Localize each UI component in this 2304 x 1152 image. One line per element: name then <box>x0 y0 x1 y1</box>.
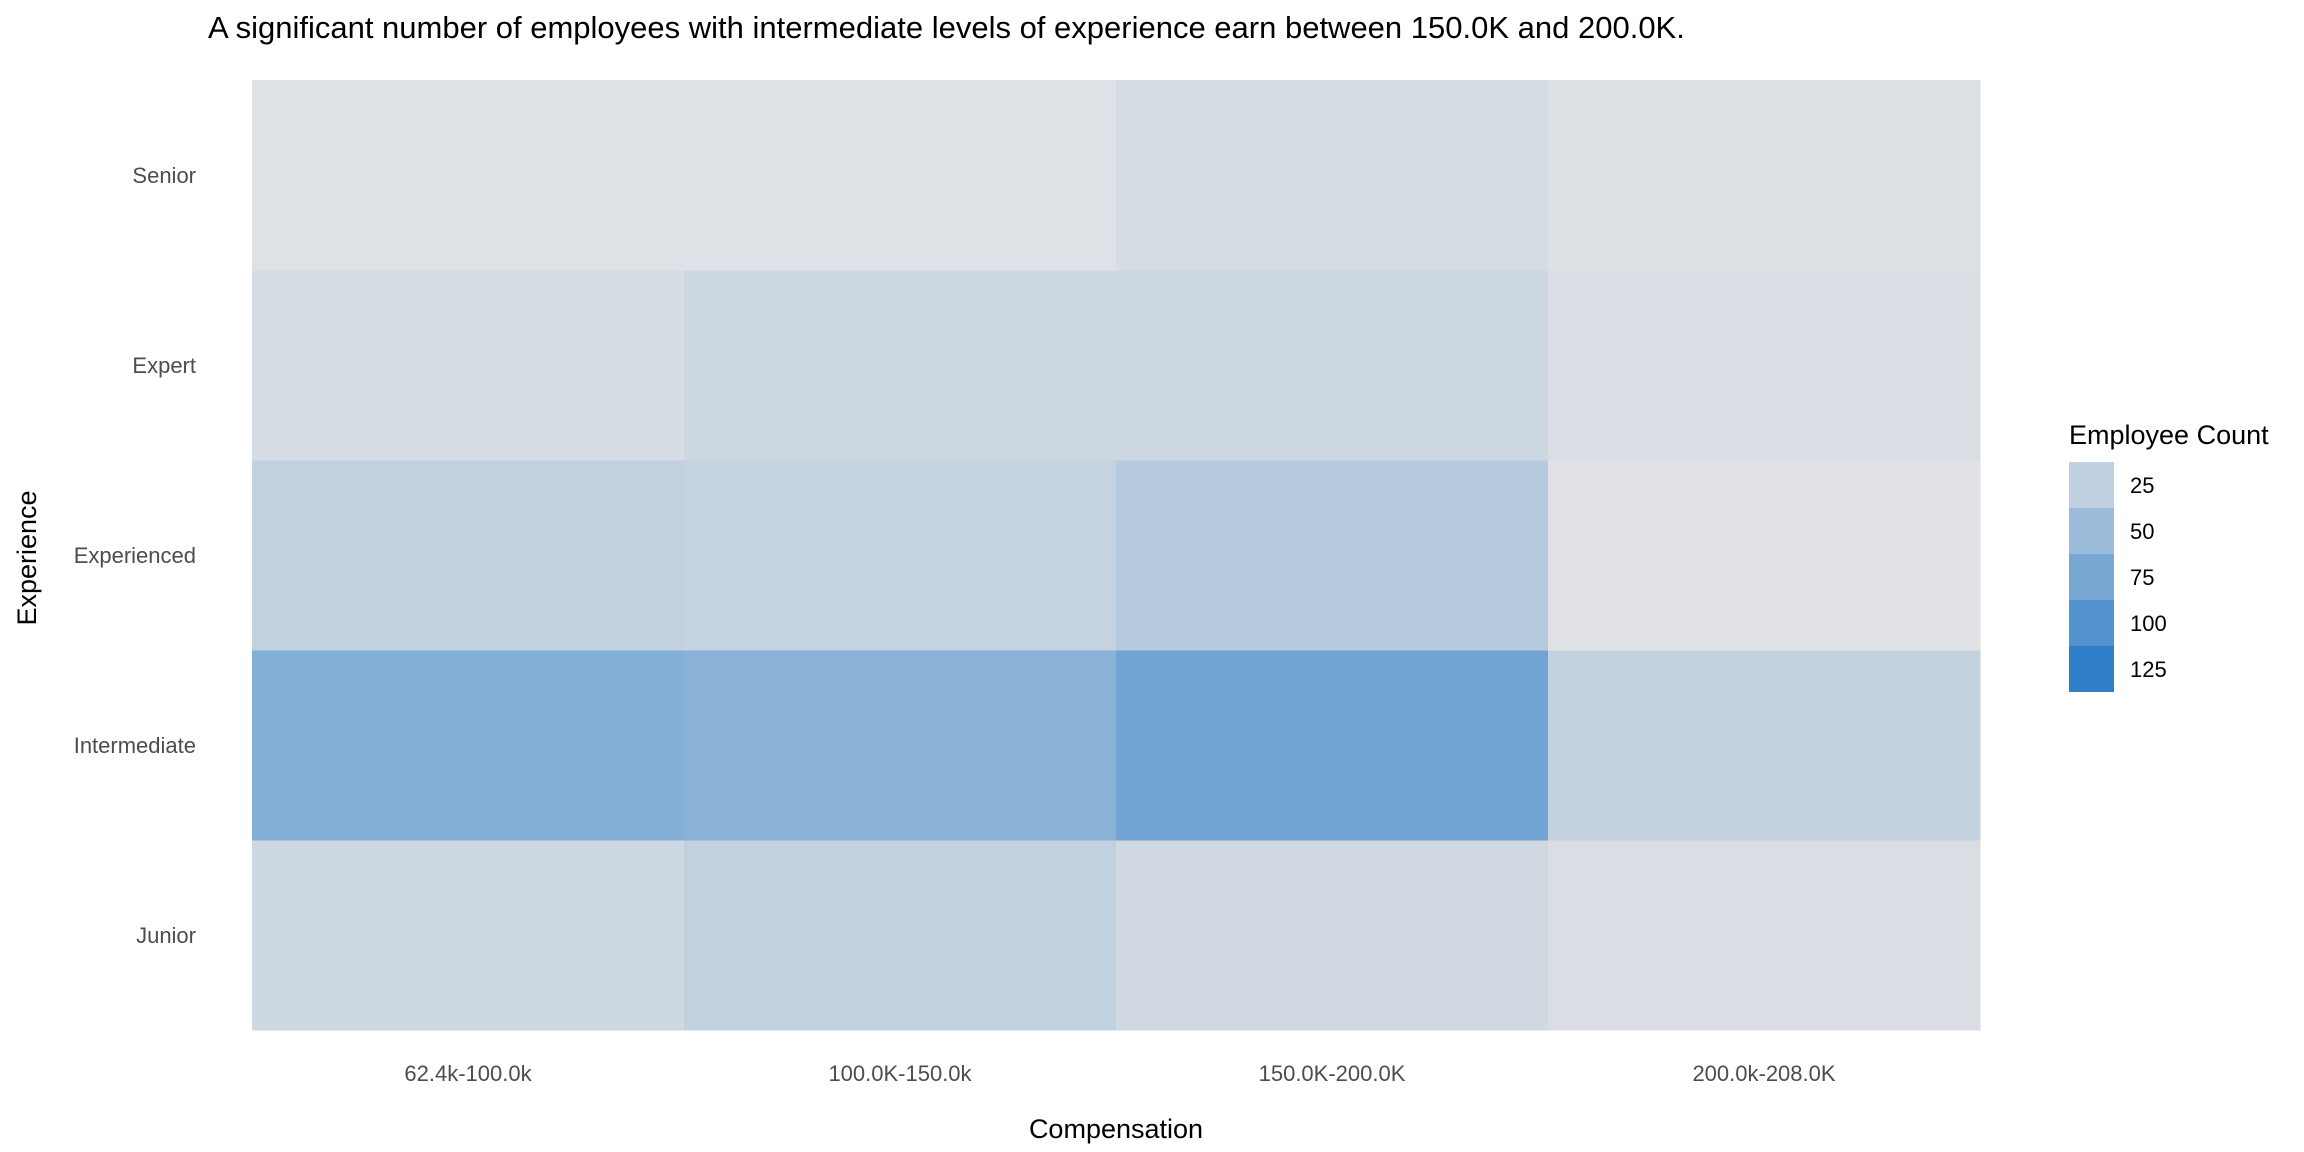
x-tick-label: 150.0K-200.0K <box>1259 1061 1406 1086</box>
heatmap-cells <box>252 80 1981 1031</box>
chart-title: A significant number of employees with i… <box>208 10 1685 45</box>
heatmap-cell <box>684 270 1117 461</box>
legend-swatch <box>2069 554 2114 600</box>
legend-label: 100 <box>2130 611 2167 636</box>
legend-keys: 25 50 75 100 125 <box>2069 462 2167 692</box>
legend-swatch <box>2069 508 2114 554</box>
x-tick-label: 200.0k-208.0K <box>1692 1061 1835 1086</box>
heatmap-cell <box>1548 840 1981 1031</box>
y-tick-label: Experienced <box>74 543 196 568</box>
heatmap-cell <box>1116 840 1549 1031</box>
legend-swatch <box>2069 600 2114 646</box>
legend-label: 75 <box>2130 565 2154 590</box>
legend-label: 50 <box>2130 519 2154 544</box>
legend: Employee Count 25 50 75 100 125 <box>2069 420 2269 692</box>
heatmap-cell <box>684 650 1117 841</box>
heatmap-cell <box>684 460 1117 651</box>
y-tick-label: Intermediate <box>74 733 196 758</box>
heatmap-cell <box>1548 650 1981 841</box>
heatmap-cell <box>252 650 685 841</box>
heatmap-cell <box>1116 460 1549 651</box>
legend-swatch <box>2069 462 2114 508</box>
heatmap-cell <box>684 840 1117 1031</box>
y-tick-label: Junior <box>136 923 196 948</box>
heatmap-cell <box>684 80 1117 271</box>
y-tick-label: Expert <box>132 353 196 378</box>
legend-label: 25 <box>2130 473 2154 498</box>
x-axis-ticks: 62.4k-100.0k 100.0K-150.0k 150.0K-200.0K 20… <box>404 1061 1835 1086</box>
heatmap-cell <box>1116 650 1549 841</box>
x-axis-title: Compensation <box>1029 1114 1203 1144</box>
x-tick-label: 100.0K-150.0k <box>828 1061 972 1086</box>
y-axis-title: Experience <box>12 490 42 625</box>
heatmap-cell <box>1548 460 1981 651</box>
heatmap-cell <box>252 460 685 651</box>
heatmap-cell <box>1116 270 1549 461</box>
legend-label: 125 <box>2130 657 2167 682</box>
heatmap-cell <box>252 80 685 271</box>
y-axis-ticks: Junior Intermediate Experienced Expert Senio… <box>74 163 196 948</box>
heatmap-cell <box>1548 270 1981 461</box>
legend-title: Employee Count <box>2069 420 2269 450</box>
y-tick-label: Senior <box>132 163 196 188</box>
legend-swatch <box>2069 646 2114 692</box>
x-tick-label: 62.4k-100.0k <box>404 1061 532 1086</box>
heatmap-cell <box>252 840 685 1031</box>
heatmap-cell <box>1116 80 1549 271</box>
heatmap-cell <box>252 270 685 461</box>
heatmap-cell <box>1548 80 1981 271</box>
